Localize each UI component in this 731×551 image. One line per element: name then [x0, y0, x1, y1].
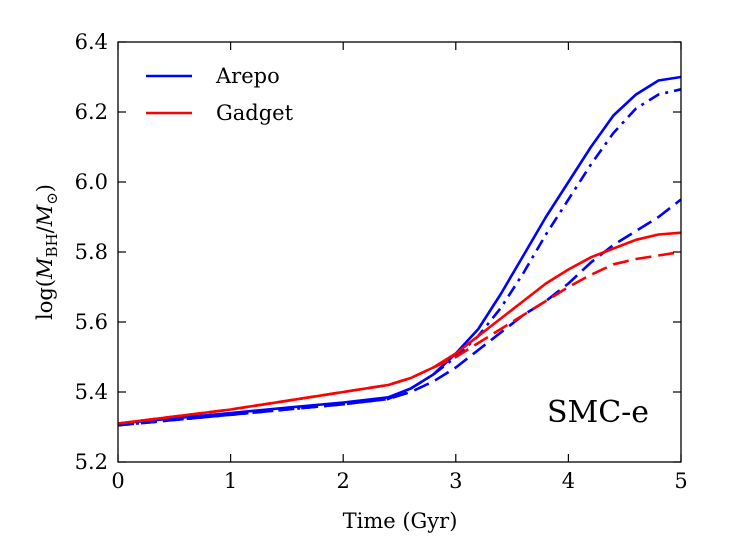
series-line-arepo-dashed — [117, 198, 682, 427]
legend-label-gadget: Gadget — [216, 101, 294, 125]
x-tick-label: 3 — [449, 469, 462, 493]
y-tick-label: 5.4 — [75, 380, 108, 404]
annotation-label: SMC-e — [547, 395, 649, 430]
y-tick-label: 5.6 — [75, 310, 108, 334]
series-line-gadget-dashed — [117, 250, 682, 425]
x-axis-title: Time (Gyr) — [343, 509, 458, 533]
y-tick-label: 6.0 — [75, 170, 108, 194]
x-tick-label: 0 — [111, 469, 124, 493]
x-tick-label: 2 — [337, 469, 350, 493]
y-tick-label: 6.2 — [75, 100, 108, 124]
legend-label-arepo: Arepo — [215, 64, 280, 88]
y-tick-label: 5.8 — [75, 240, 108, 264]
series-line-arepo-solid — [117, 75, 682, 425]
x-tick-label: 5 — [674, 469, 687, 493]
x-tick-label: 4 — [562, 469, 575, 493]
y-tick-label: 5.2 — [75, 450, 108, 474]
series-layer — [117, 75, 682, 427]
y-axis-title: log(MBH/M⊙) — [33, 184, 61, 320]
ticks-layer: 0 1 2 3 4 5 5.2 5.4 5.6 5.8 6.0 6.2 6.4 — [75, 30, 688, 493]
legend: Arepo Gadget — [146, 64, 294, 125]
x-tick-label: 1 — [224, 469, 237, 493]
y-tick-label: 6.4 — [75, 30, 108, 54]
